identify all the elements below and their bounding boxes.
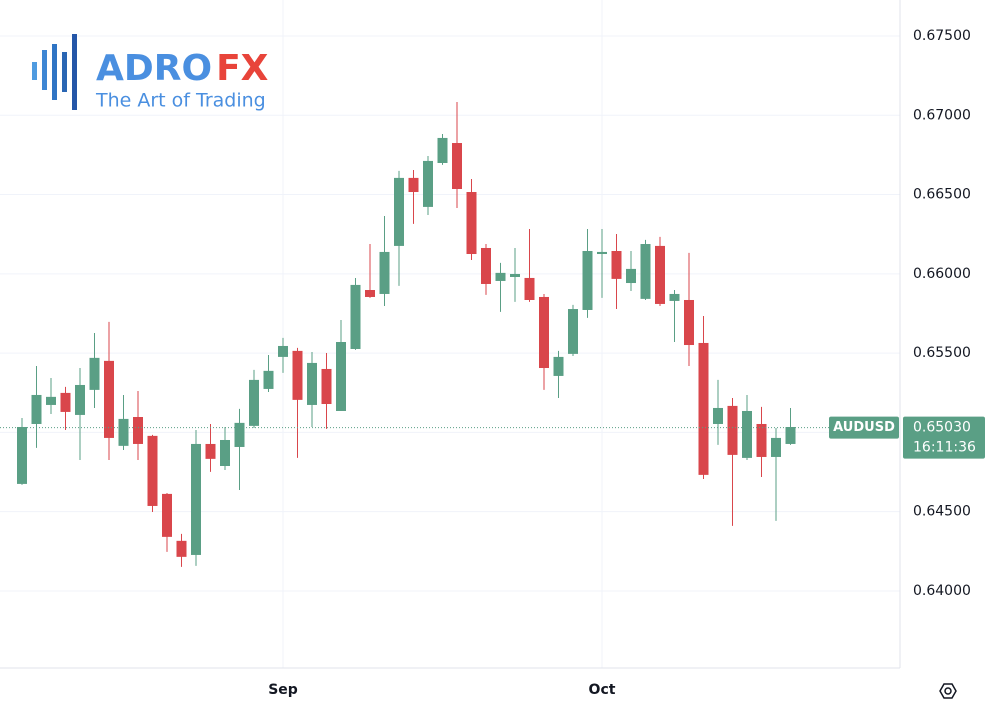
logo-brand-left: ADRO [96,48,212,89]
candle-body [147,435,158,506]
candle-body [640,244,651,299]
candle-body [278,345,288,357]
candle-body [698,342,709,475]
candle-body [481,247,491,284]
grid [0,0,900,668]
candle-body [176,540,187,557]
logo-brand: ADRO FX [96,48,269,89]
candle-body [524,277,535,300]
candle-body [452,143,462,189]
logo-bar [32,62,37,80]
logo-tagline: The Art of Trading [95,90,266,112]
symbol-badge [829,416,899,439]
candle-body [756,423,767,457]
logo: ADRO FX The Art of Trading [32,34,269,112]
candle-body [321,368,332,405]
logo-bar [62,52,67,92]
settings-icon[interactable] [939,683,957,699]
price-label: 0.65030 [913,420,971,436]
y-tick-label: 0.67500 [913,28,971,44]
candle-body [466,192,477,255]
y-tick-label: 0.65500 [913,345,971,361]
symbol-label: AUDUSD [833,420,895,435]
candle-body [205,443,216,459]
y-tick-label: 0.64500 [913,504,971,520]
candle-body [539,296,549,369]
countdown-label: 16:11:36 [913,440,976,456]
candle-body [60,392,71,412]
candle-body [162,493,172,537]
candle-body [626,268,636,284]
candle-body [263,370,274,389]
candle-body [249,379,259,426]
y-tick-label: 0.64000 [913,583,971,599]
settings-hexagon[interactable] [939,683,957,699]
settings-dot[interactable] [944,687,952,695]
candle-body [75,384,85,415]
candle-body [568,309,578,354]
logo-bar [42,50,47,90]
candle-body [379,251,390,294]
price-badge [903,416,985,459]
candle-body [553,356,564,376]
candle-body [597,251,607,255]
x-tick-label: Oct [589,682,616,698]
candle-body [104,360,114,438]
y-tick-label: 0.66500 [913,187,971,203]
candle-body [220,439,230,466]
y-tick-label: 0.67000 [913,107,971,123]
logo-bar [52,44,57,100]
candle-body [307,362,317,405]
candle-body [655,245,665,304]
candle-body [234,422,245,447]
candle-body [495,272,506,281]
candle-body [771,437,781,457]
logo-brand-right: FX [216,48,269,89]
candle-body [611,250,622,279]
candle-body [31,394,42,424]
candle-body [191,443,201,555]
candle-body [89,357,100,390]
candle-body [684,299,694,346]
candle-body [133,417,143,444]
x-tick-label: Sep [268,682,298,698]
candle-body [742,410,752,458]
candle-body [713,407,723,424]
candle-body [423,160,433,207]
candle-body [118,418,129,446]
candle-body [394,177,404,246]
candle-body [408,177,419,193]
candle-body [336,342,346,411]
y-tick-label: 0.66000 [913,266,971,282]
logo-bar [72,34,77,110]
candle-body [365,290,375,297]
candle-body [727,405,738,455]
candle-body [350,284,361,349]
candle-body [510,273,520,277]
candle-body [292,350,303,400]
candle-body [437,137,448,163]
candle-body [46,396,56,405]
candle-body [785,426,796,444]
candle-body [17,426,27,484]
candle-body [669,293,680,301]
candle-body [582,250,593,310]
